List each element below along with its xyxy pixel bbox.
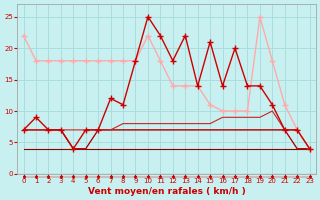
X-axis label: Vent moyen/en rafales ( km/h ): Vent moyen/en rafales ( km/h ) [88,187,245,196]
